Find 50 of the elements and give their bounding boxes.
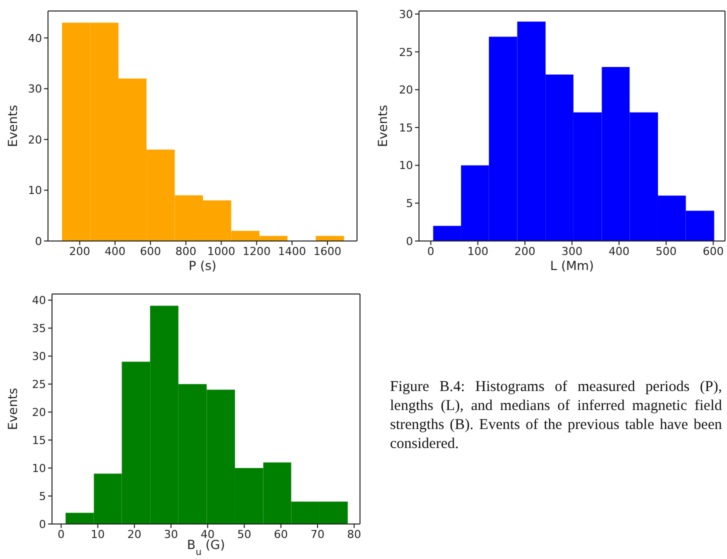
- x-tick-label: 200: [514, 244, 536, 258]
- y-tick-label: 35: [32, 322, 46, 336]
- y-axis-title: Events: [4, 388, 20, 430]
- y-tick-label: 0: [406, 234, 413, 248]
- x-tick-label: 500: [656, 244, 677, 258]
- x-tick-label: 0: [58, 528, 65, 541]
- x-tick-label: 60: [274, 528, 288, 541]
- x-tick-label: 1400: [278, 244, 306, 258]
- x-tick-label: 400: [104, 244, 126, 258]
- x-tick-label: 20: [127, 528, 142, 541]
- x-tick-label: 200: [69, 244, 90, 258]
- y-tick-label: 20: [399, 84, 413, 97]
- x-tick-label: 70: [310, 528, 325, 541]
- x-tick-label: 600: [140, 244, 161, 258]
- y-tick-label: 30: [399, 8, 413, 21]
- y-tick-label: 40: [32, 294, 46, 308]
- y-tick-label: 15: [32, 434, 46, 447]
- y-tick-label: 0: [39, 518, 46, 531]
- x-tick-label: 300: [562, 244, 582, 258]
- x-tick-label: 1600: [313, 244, 342, 258]
- y-tick-label: 20: [28, 133, 42, 146]
- x-tick-label: 600: [702, 244, 724, 258]
- y-tick-label: 20: [32, 406, 46, 419]
- y-axis-title: Events: [374, 104, 390, 148]
- y-tick-label: 5: [39, 490, 46, 503]
- x-tick-label: 100: [467, 244, 488, 258]
- x-tick-label: 800: [175, 244, 196, 258]
- x-tick-label: 10: [90, 528, 105, 541]
- y-tick-label: 25: [399, 46, 413, 59]
- x-tick-label: 1000: [207, 244, 236, 258]
- y-tick-label: 25: [32, 378, 46, 391]
- x-tick-label: 400: [608, 244, 630, 258]
- y-axis-title: Events: [4, 104, 20, 148]
- x-axis-title: P (s): [188, 258, 216, 273]
- x-tick-label: 1200: [242, 244, 271, 258]
- y-tick-label: 30: [32, 350, 46, 364]
- y-tick-label: 10: [32, 462, 46, 475]
- x-tick-label: 30: [164, 528, 178, 541]
- y-tick-label: 15: [399, 121, 413, 134]
- y-tick-label: 30: [28, 82, 42, 96]
- y-tick-label: 40: [28, 32, 42, 45]
- x-tick-label: 0: [427, 244, 434, 258]
- x-tick-label: 80: [347, 528, 362, 541]
- x-axis-title: L (Mm): [550, 258, 594, 273]
- y-tick-label: 0: [35, 234, 42, 248]
- y-tick-label: 5: [406, 197, 413, 210]
- y-tick-label: 10: [399, 159, 413, 172]
- y-tick-label: 10: [28, 184, 42, 198]
- x-tick-label: 50: [237, 528, 252, 541]
- text: Figure B.4: Histograms of measured periods (P), lengths (L), and medians of inferred magnetic field strengths (B). Events of the previous table have been considered.: [390, 378, 722, 454]
